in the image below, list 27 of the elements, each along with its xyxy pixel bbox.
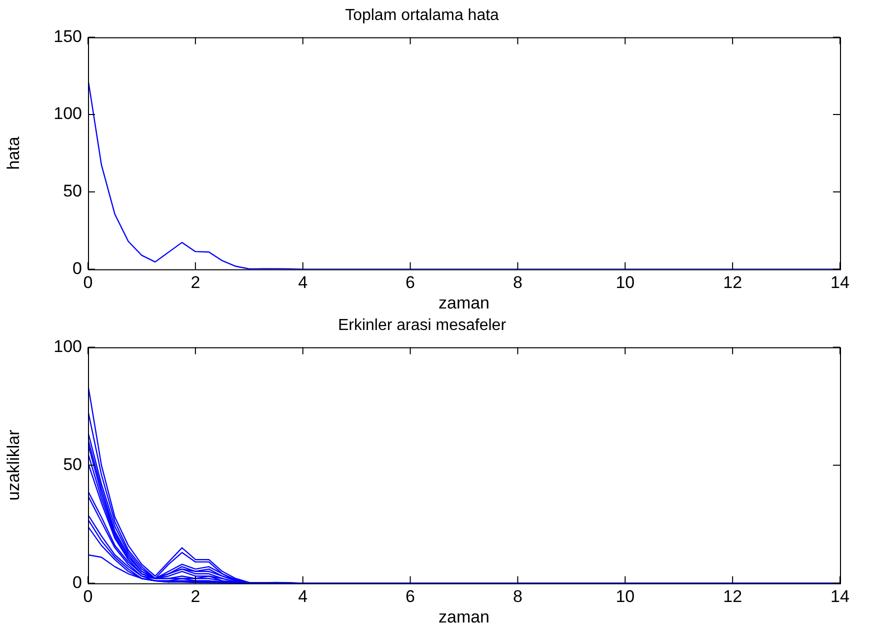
y-axis-title: uzakliklar	[4, 429, 23, 501]
x-tick-label: 4	[298, 273, 308, 292]
y-axis-title: hata	[4, 136, 23, 170]
x-tick-label: 2	[190, 273, 200, 292]
x-axis-title: zaman	[438, 293, 490, 312]
x-tick-label: 8	[512, 587, 522, 606]
y-tick-label: 100	[54, 336, 82, 356]
x-tick-label: 12	[723, 587, 742, 606]
y-tick-label: 50	[63, 454, 82, 474]
x-tick-label: 6	[406, 273, 416, 292]
y-tick-label: 100	[54, 104, 82, 124]
x-tick-label: 10	[616, 273, 635, 292]
x-tick-label: 4	[298, 587, 308, 606]
y-tick-label: 150	[54, 26, 82, 46]
chart-title: Erkinler arasi mesafeler	[338, 317, 507, 334]
x-axis-title: zaman	[438, 607, 490, 626]
x-tick-label: 6	[406, 587, 416, 606]
y-tick-label: 0	[72, 572, 82, 592]
x-tick-label: 14	[830, 587, 850, 606]
x-tick-label: 10	[616, 587, 635, 606]
y-tick-label: 0	[72, 258, 82, 278]
x-tick-label: 14	[830, 273, 850, 292]
x-tick-label: 8	[512, 273, 522, 292]
x-tick-label: 12	[723, 273, 742, 292]
y-tick-label: 50	[63, 182, 82, 201]
x-tick-label: 2	[190, 587, 200, 606]
chart-title: Toplam ortalama hata	[345, 7, 500, 24]
